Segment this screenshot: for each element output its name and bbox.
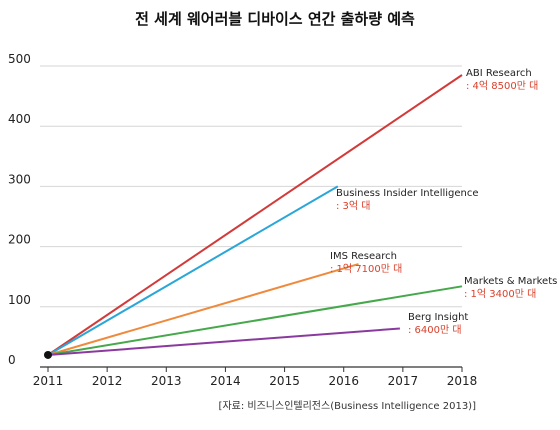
- y-tick-label: 0: [8, 353, 16, 367]
- series-value-label: : 6400만 대: [408, 324, 462, 336]
- series-line-2: [47, 263, 359, 356]
- series-line-1: [47, 185, 339, 356]
- y-tick-label: 200: [8, 233, 31, 247]
- x-tick-label: 2016: [328, 374, 359, 388]
- x-axis-ticks: 2011 2012 2013 2014 2015 2016 2017 2018: [33, 367, 478, 388]
- series-line-4: [47, 327, 400, 356]
- y-tick-label: 500: [8, 52, 31, 66]
- x-tick-label: 2011: [33, 374, 64, 388]
- series-name-label: Business Insider Intelligence: [336, 188, 479, 199]
- x-tick-label: 2014: [210, 374, 241, 388]
- series-value-label: : 4억 8500만 대: [466, 80, 538, 92]
- series-name-label: Markets & Markets: [464, 276, 557, 287]
- x-tick-label: 2017: [388, 374, 419, 388]
- x-tick-label: 2018: [447, 374, 478, 388]
- series-labels: ABI Research: 4억 8500만 대 Business Insider…: [330, 68, 557, 336]
- series-line-3: [47, 285, 463, 356]
- source-note: [자료: 비즈니스인텔리전스(Business Intelligence 201…: [219, 400, 477, 412]
- series-name-label: IMS Research: [330, 251, 397, 262]
- chart-title: 전 세계 웨어러블 디바이스 연간 출하량 예측: [135, 10, 415, 28]
- y-tick-label: 100: [8, 293, 31, 307]
- y-axis-ticks: 0 100 200 300 400 500: [8, 52, 31, 367]
- series-value-label: : 3억 대: [336, 200, 371, 212]
- y-tick-label: 300: [8, 172, 31, 186]
- series-line-0: [47, 74, 463, 356]
- series-value-label: : 1억 7100만 대: [330, 263, 402, 275]
- series-value-label: : 1억 3400만 대: [464, 288, 536, 300]
- series-group: [44, 74, 463, 359]
- x-tick-label: 2012: [92, 374, 123, 388]
- x-tick-label: 2015: [269, 374, 300, 388]
- start-point: [44, 350, 52, 359]
- series-name-label: Berg Insight: [408, 312, 468, 323]
- grid: [40, 65, 462, 368]
- series-name-label: ABI Research: [466, 68, 532, 79]
- y-tick-label: 400: [8, 112, 31, 126]
- x-tick-label: 2013: [151, 374, 182, 388]
